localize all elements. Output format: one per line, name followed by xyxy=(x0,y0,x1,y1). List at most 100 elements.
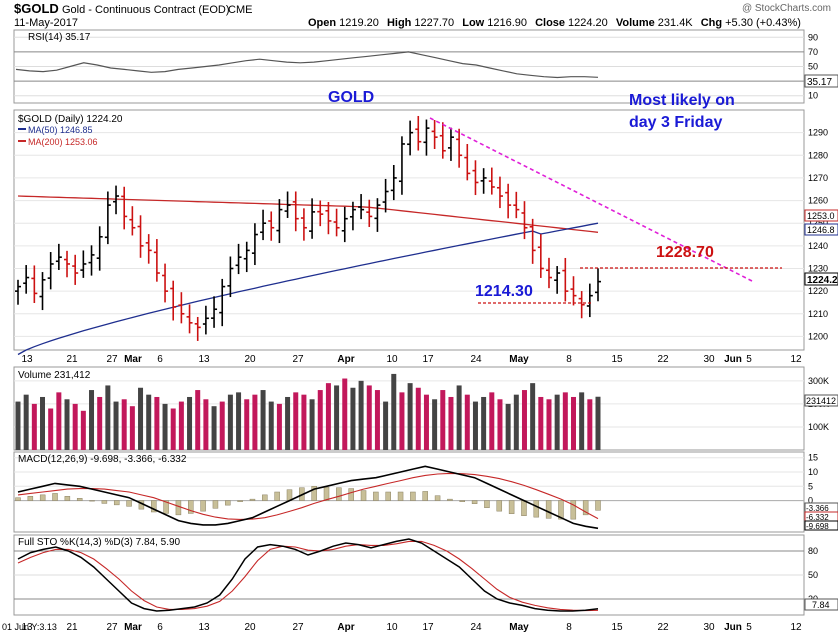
x-tick: Mar xyxy=(124,622,142,633)
volume-tag-box xyxy=(804,394,838,407)
volume-bar xyxy=(129,406,135,450)
macd-hist-bar xyxy=(360,490,367,501)
symbol-title: $GOLD xyxy=(14,1,59,16)
volume-bar xyxy=(538,396,544,450)
volume-bar xyxy=(293,392,299,450)
macd-hist-bar xyxy=(89,500,95,502)
price-bar xyxy=(366,199,373,227)
volume-bar xyxy=(456,385,462,450)
macd-grid xyxy=(14,457,804,502)
x-tick: 20 xyxy=(244,354,256,365)
sto-tag-box xyxy=(804,598,838,611)
price-bar xyxy=(407,120,414,156)
price-bar xyxy=(96,226,103,271)
macd-hist-bar xyxy=(27,496,34,501)
price-bar xyxy=(194,316,201,341)
price-bar xyxy=(562,257,569,302)
price-bar xyxy=(431,120,438,150)
x-tick: 6 xyxy=(157,622,163,633)
x-tick: 30 xyxy=(703,622,715,633)
macd-histogram xyxy=(15,486,601,520)
macd-hist-bar xyxy=(385,491,391,501)
volume-bar xyxy=(399,392,405,450)
support-level-label: 1214.30 xyxy=(475,283,533,300)
ma50-legend-swatch xyxy=(18,128,26,130)
volume-bar xyxy=(56,392,62,450)
volume-bar xyxy=(521,390,527,450)
macd-hist-bar xyxy=(397,491,404,501)
volume-bar xyxy=(40,396,46,450)
price-bar xyxy=(153,239,160,282)
macd-hist-bar xyxy=(225,500,231,506)
price-bar xyxy=(64,250,71,278)
macd-hist-bar xyxy=(64,496,71,501)
volume-bar xyxy=(252,394,258,450)
macd-hist-bar xyxy=(508,500,515,514)
macd-hist-bar xyxy=(521,500,527,516)
x-tick: 8 xyxy=(566,622,572,633)
price-frame xyxy=(13,109,805,351)
resistance-level-label: 1228.70 xyxy=(656,244,714,261)
macd-hist-bar xyxy=(348,488,354,501)
price-bar xyxy=(113,185,120,215)
volume-bar xyxy=(97,396,103,450)
rsi-tick: 70 xyxy=(808,47,818,57)
price-bar xyxy=(260,209,267,241)
price-bar xyxy=(456,128,463,168)
price-bar xyxy=(292,191,299,232)
volume-bar xyxy=(432,399,438,450)
gold-annotation: GOLD xyxy=(328,89,374,106)
chart-header: $GOLD Gold - Continuous Contract (EOD) C… xyxy=(14,1,831,29)
rsi-value-tag: 35.17 xyxy=(807,77,832,88)
volume-bar xyxy=(146,394,152,450)
volume-bar xyxy=(211,406,217,450)
x-tick: 20 xyxy=(244,622,256,633)
x-tick: 10 xyxy=(386,354,398,365)
rsi-line xyxy=(15,51,599,79)
macd-hist-bar xyxy=(484,500,490,508)
macd-hist-bar xyxy=(533,500,540,518)
volume-label: Volume 231,412 xyxy=(18,370,91,381)
macd-hist-bar xyxy=(126,500,132,507)
price-bar xyxy=(545,257,552,289)
rsi-tick: 10 xyxy=(808,91,818,101)
price-bar xyxy=(31,265,38,304)
volume-bar xyxy=(530,383,536,450)
macd-tick: 5 xyxy=(808,481,813,491)
price-tick: 1250 xyxy=(808,218,828,228)
volume-bar xyxy=(423,394,429,450)
x-tick: 21 xyxy=(66,354,78,365)
price-tick: 1280 xyxy=(808,150,828,160)
ma50-tag: 1246.8 xyxy=(807,225,835,235)
volume-bar xyxy=(170,408,176,450)
macd-hist-bar xyxy=(163,500,169,514)
volume-bar xyxy=(358,380,364,450)
exchange-label: CME xyxy=(228,4,252,16)
sto-label: Full STO %K(14,3) %D(3) 7.84, 5.90 xyxy=(18,537,181,548)
volume-bar xyxy=(89,390,95,450)
x-tick: 27 xyxy=(106,622,118,633)
volume-bar xyxy=(187,396,193,450)
rsi-tick-labels: 9070503010 xyxy=(808,32,818,100)
volume-bar xyxy=(268,401,274,450)
macd-hist-bar xyxy=(323,486,330,501)
price-bar xyxy=(72,254,79,285)
volume-bar xyxy=(570,396,576,450)
macd-hist-bar xyxy=(101,500,108,504)
macd-frame xyxy=(13,451,805,533)
volume-bar xyxy=(579,392,585,450)
sto-k-line xyxy=(17,538,599,612)
macd-hist-bar xyxy=(76,498,83,501)
macd-hist-bar xyxy=(237,500,243,502)
price-tick: 1240 xyxy=(808,241,828,251)
macd-hist-bar xyxy=(175,500,182,516)
price-bar xyxy=(162,263,169,303)
macd-hist-bar xyxy=(434,495,441,501)
macd-hist-bar xyxy=(496,500,503,512)
x-tick: 10 xyxy=(386,622,398,633)
macd-tick: 0 xyxy=(808,496,813,506)
price-bar xyxy=(121,186,128,230)
volume-bar xyxy=(113,401,119,450)
x-tick: 22 xyxy=(657,354,669,365)
price-bar xyxy=(219,278,226,327)
